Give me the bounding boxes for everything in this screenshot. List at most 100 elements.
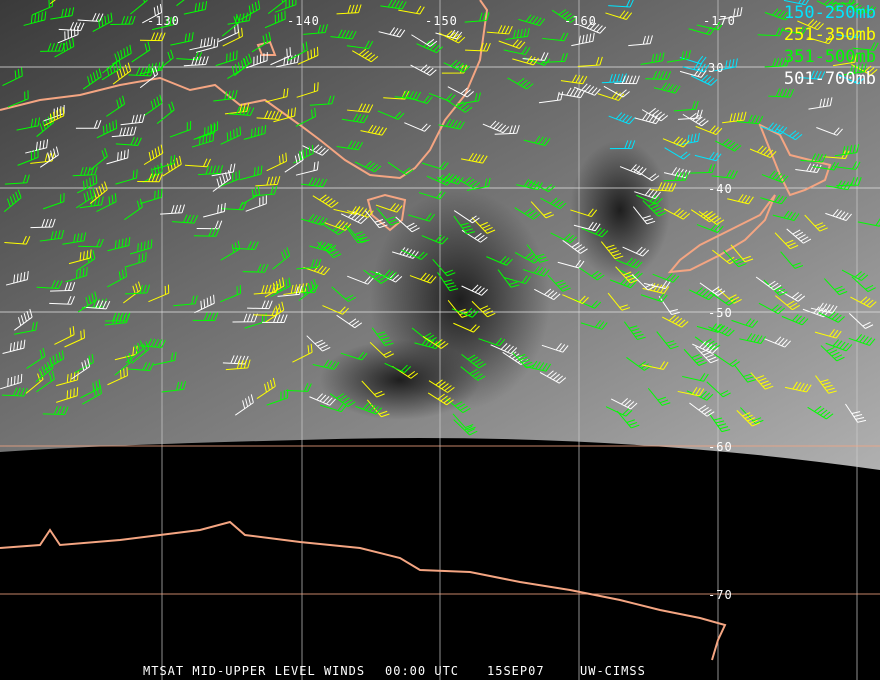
wind-barb (761, 170, 789, 183)
wind-barb (176, 51, 203, 61)
wind-barb (309, 95, 335, 106)
wind-barb (647, 387, 671, 406)
wind-barb (107, 236, 131, 252)
wind-barb (540, 197, 567, 210)
wind-barb (503, 46, 531, 56)
wind-barb (370, 269, 397, 280)
wind-barb (36, 114, 55, 137)
wind-barb (5, 271, 29, 286)
wind-barb (89, 181, 108, 204)
wind-barb (634, 188, 661, 200)
wind-barb (696, 223, 724, 233)
wind-barb (312, 359, 340, 370)
wind-barb (131, 41, 151, 63)
wind-barb (447, 86, 474, 98)
wind-barb (460, 366, 486, 381)
wind-barb (682, 373, 709, 382)
wind-barb (682, 112, 709, 127)
wind-barb (239, 165, 263, 181)
wind-barb (514, 252, 542, 264)
wind-barb (421, 234, 449, 245)
wind-barb (640, 52, 665, 65)
wind-barb (0, 373, 23, 390)
wind-barb (699, 282, 726, 297)
wind-barb (215, 50, 238, 67)
coastline-tasmania (366, 193, 407, 232)
wind-barb (658, 295, 680, 315)
wind-barb (4, 235, 31, 245)
wind-barb (514, 207, 541, 220)
wind-barb (714, 138, 742, 152)
wind-barb (378, 27, 406, 38)
wind-barb (151, 16, 176, 31)
wind-barb (607, 292, 631, 311)
wind-barb (736, 410, 761, 427)
wind-barb (573, 221, 601, 232)
wind-barb (380, 0, 407, 10)
wind-barb (300, 214, 328, 226)
wind-barb (749, 145, 777, 159)
wind-barb (30, 218, 56, 229)
wind-barb (395, 216, 420, 233)
wind-barb (96, 193, 117, 213)
wind-barb (645, 70, 672, 80)
wind-barb (518, 14, 546, 27)
wind-barb (169, 120, 192, 138)
wind-barb (650, 182, 677, 192)
wind-barb (597, 91, 625, 101)
wind-barb (170, 32, 194, 46)
wind-barb (112, 62, 132, 85)
wind-barb (213, 89, 238, 102)
wind-barb (490, 342, 518, 355)
wind-barb (410, 64, 437, 76)
wind-barb (111, 126, 137, 138)
wind-barb (837, 74, 865, 85)
wind-barb (631, 274, 656, 291)
wind-barb (363, 269, 389, 284)
wind-barb (143, 94, 163, 117)
wind-barb (807, 35, 835, 45)
wind-barb (558, 87, 586, 99)
wind-barb (189, 36, 213, 51)
wind-barb (422, 336, 449, 349)
wind-barb (461, 152, 488, 164)
wind-barb (364, 210, 388, 229)
wind-barb (445, 398, 471, 414)
wind-barb (140, 188, 163, 205)
wind-barb (834, 144, 860, 157)
wind-barb (50, 7, 75, 20)
wind-barb (776, 128, 803, 141)
wind-barb (841, 269, 869, 281)
wind-barb (775, 295, 800, 311)
wind-barb (251, 31, 272, 53)
wind-barb (730, 244, 754, 263)
wind-barb (266, 389, 289, 406)
wind-barb (101, 59, 122, 81)
wind-barb (695, 125, 723, 136)
wind-barb (507, 77, 534, 90)
wind-barb (341, 113, 369, 124)
wind-barb (845, 403, 867, 423)
wind-barb (438, 30, 466, 44)
wind-barb (191, 132, 215, 148)
wind-barb (823, 278, 848, 296)
wind-barb (68, 249, 92, 265)
wind-barb (96, 119, 118, 139)
coastline-nz-south (667, 194, 776, 274)
wind-barb (44, 350, 65, 371)
wind-barb (77, 174, 98, 194)
wind-barb (336, 4, 362, 15)
wind-barb (107, 367, 128, 386)
footer-time: 00:00 UTC (385, 664, 460, 678)
wind-barb (320, 403, 347, 413)
wind-barb (522, 265, 550, 277)
wind-barb (2, 339, 26, 354)
wind-barb (622, 246, 650, 257)
wind-barb (139, 32, 166, 42)
wind-barb (642, 200, 667, 217)
wind-barb (603, 85, 630, 98)
wind-barb (656, 331, 679, 350)
wind-barb (453, 215, 476, 235)
wind-barb (498, 39, 526, 49)
wind-barb (542, 32, 569, 42)
